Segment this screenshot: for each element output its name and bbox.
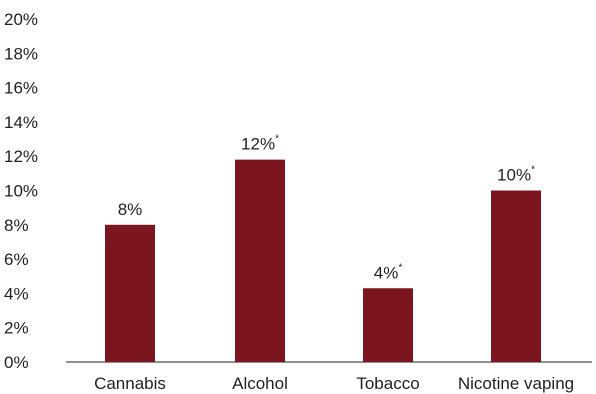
y-tick-label: 18%: [4, 44, 38, 63]
significance-mark: *: [275, 134, 279, 145]
x-axis-category-labels: Cannabis Alcohol Tobacco Nicotine vaping: [94, 374, 574, 393]
y-tick-label: 2%: [4, 319, 29, 338]
bar-cannabis: [105, 224, 155, 362]
bar-alcohol: [235, 159, 285, 362]
category-label: Alcohol: [232, 374, 288, 393]
significance-mark: *: [398, 262, 402, 273]
y-axis-tick-labels: 0% 2% 4% 6% 8% 10% 12% 14% 16% 18% 20%: [4, 10, 38, 372]
y-tick-label: 14%: [4, 113, 38, 132]
y-tick-label: 8%: [4, 216, 29, 235]
data-label-value: 4%: [374, 263, 399, 282]
category-label: Tobacco: [356, 374, 419, 393]
data-labels-group: 8%12%*4%*10%*: [118, 134, 535, 283]
data-label: 12%*: [241, 134, 279, 154]
data-label: 8%: [118, 200, 143, 219]
data-label-value: 12%: [241, 135, 275, 154]
category-label: Cannabis: [94, 374, 166, 393]
bar-tobacco: [363, 288, 413, 362]
y-tick-label: 4%: [4, 284, 29, 303]
data-label: 4%*: [374, 262, 403, 282]
significance-mark: *: [531, 165, 535, 176]
y-tick-label: 16%: [4, 79, 38, 98]
bars-group: [105, 159, 541, 362]
data-label-value: 8%: [118, 200, 143, 219]
bar-nicotine-vaping: [491, 190, 541, 362]
y-tick-label: 20%: [4, 10, 38, 29]
data-label-value: 10%: [497, 166, 531, 185]
y-tick-label: 12%: [4, 147, 38, 166]
y-tick-label: 10%: [4, 182, 38, 201]
data-label: 10%*: [497, 165, 535, 185]
y-tick-label: 6%: [4, 250, 29, 269]
y-tick-label: 0%: [4, 353, 29, 372]
category-label: Nicotine vaping: [458, 374, 574, 393]
